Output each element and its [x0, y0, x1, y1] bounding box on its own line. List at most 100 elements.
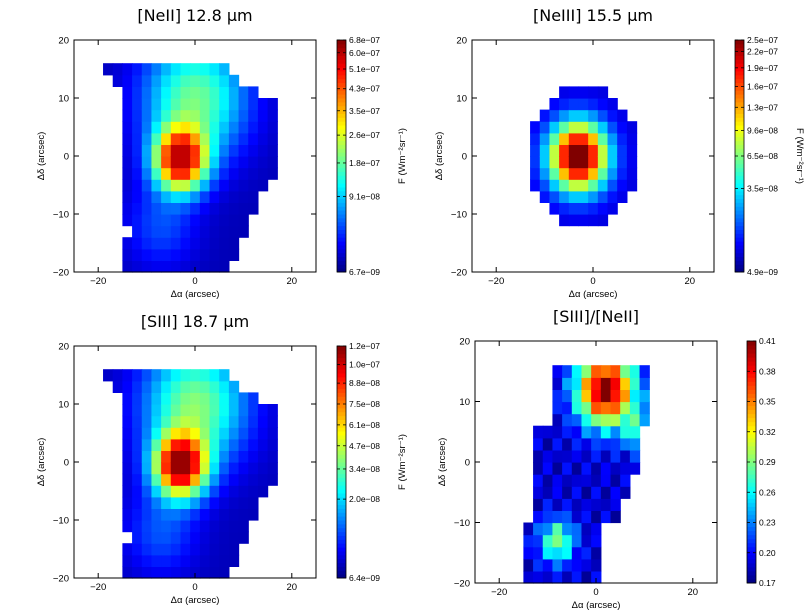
colorbar-tick-label: 6.7e−09 — [349, 267, 380, 277]
heatmap-cell — [600, 401, 612, 415]
heatmap-cell — [199, 144, 211, 157]
colorbar-segment — [337, 233, 346, 238]
heatmap-cell — [238, 144, 249, 157]
heatmap-cell — [219, 74, 230, 87]
heatmap-cell — [559, 167, 570, 180]
colorbar-segment — [337, 419, 346, 424]
heatmap-cell — [530, 179, 541, 192]
heatmap-cell — [199, 531, 211, 544]
heatmap-cell — [151, 473, 162, 486]
heatmap-cell — [607, 121, 618, 134]
colorbar-segment — [747, 570, 756, 576]
colorbar-segment — [337, 373, 346, 378]
heatmap-cell — [209, 98, 220, 111]
colorbar-segment — [337, 349, 346, 355]
heatmap-cell — [238, 438, 249, 451]
colorbar-segment — [735, 217, 744, 223]
heatmap-cell — [141, 508, 153, 521]
colorbar-tick-label: 4.3e−07 — [349, 84, 380, 94]
heatmap-cell — [620, 401, 631, 415]
heatmap-cell — [132, 121, 143, 134]
heatmap-cell — [600, 510, 612, 524]
heatmap-cell — [122, 369, 133, 382]
heatmap-cell — [552, 365, 563, 378]
heatmap-cell — [581, 437, 592, 451]
colorbar-segment — [337, 136, 346, 142]
heatmap-cell — [238, 121, 249, 134]
heatmap-cell — [141, 63, 153, 76]
colorbar-segment — [337, 90, 346, 95]
heatmap-cell — [209, 392, 220, 405]
heatmap-cell — [559, 202, 570, 215]
heatmap-cell — [132, 392, 143, 405]
heatmap-cell — [209, 473, 220, 486]
colorbar-segment — [337, 539, 346, 544]
heatmap-cell — [209, 450, 220, 463]
heatmap-cell — [257, 156, 269, 169]
heatmap-cell — [219, 543, 230, 556]
heatmap-cell — [248, 508, 259, 521]
heatmap-cell — [581, 570, 592, 584]
heatmap-cell — [170, 415, 182, 428]
heatmap-cell — [219, 190, 230, 203]
heatmap-cell — [626, 179, 638, 192]
colorbar-segment — [337, 442, 346, 448]
colorbar-segment — [747, 578, 756, 584]
heatmap-cell — [539, 144, 551, 157]
colorbar-segment — [337, 357, 346, 362]
heatmap-cell — [180, 237, 191, 250]
heatmap-cell — [170, 167, 182, 180]
heatmap-cell — [180, 190, 191, 203]
colorbar-segment — [337, 43, 346, 49]
heatmap-cell — [209, 496, 220, 509]
y-tick-label: 10 — [58, 400, 69, 411]
heatmap-cell — [228, 462, 240, 475]
heatmap-cell — [581, 534, 592, 548]
heatmap-cell — [170, 98, 182, 111]
heatmap-cell — [132, 74, 143, 87]
colorbar-tick-label: 1.2e−07 — [349, 341, 380, 351]
y-tick-label: −20 — [451, 268, 467, 279]
colorbar-segment — [337, 481, 346, 486]
heatmap-cell — [199, 63, 211, 76]
heatmap-cell — [132, 520, 143, 533]
heatmap-cell — [571, 486, 583, 499]
heatmap-cell — [209, 566, 220, 579]
heatmap-cell — [180, 531, 191, 544]
heatmap-cell — [161, 144, 172, 157]
colorbar-segment — [747, 502, 756, 507]
colorbar-segment — [337, 465, 346, 471]
heatmap-cell — [170, 225, 182, 238]
heatmap-cell — [626, 156, 638, 169]
heatmap-cell — [170, 214, 182, 227]
heatmap-cell — [141, 473, 153, 486]
heatmap-cell — [219, 237, 230, 250]
heatmap-cell — [151, 508, 162, 521]
colorbar-segment — [337, 140, 346, 145]
colorbar-segment — [735, 121, 744, 126]
heatmap-cell — [571, 413, 583, 427]
heatmap-cell — [248, 485, 259, 498]
heatmap-cell — [199, 98, 211, 111]
heatmap-cell — [248, 415, 259, 428]
heatmap-cell — [209, 86, 220, 99]
colorbar-segment — [337, 101, 346, 107]
heatmap-cell — [141, 462, 153, 475]
panel-title: [NeIII] 15.5 µm — [533, 6, 653, 25]
heatmap-cell — [151, 225, 162, 238]
heatmap-cell — [228, 225, 240, 238]
y-tick-label: −10 — [454, 518, 470, 529]
heatmap-cell — [209, 109, 220, 122]
heatmap-cell — [257, 121, 269, 134]
heatmap-cell — [141, 98, 153, 111]
colorbar-segment — [337, 404, 346, 409]
heatmap-cell — [122, 508, 133, 521]
colorbar-segment — [337, 63, 346, 68]
heatmap-cell — [190, 543, 201, 556]
heatmap-cell — [248, 496, 259, 509]
colorbar-segment — [337, 268, 346, 273]
heatmap-cell — [180, 508, 191, 521]
colorbar-segment — [337, 523, 346, 529]
heatmap-cell — [581, 377, 592, 390]
heatmap-cell — [610, 425, 621, 439]
